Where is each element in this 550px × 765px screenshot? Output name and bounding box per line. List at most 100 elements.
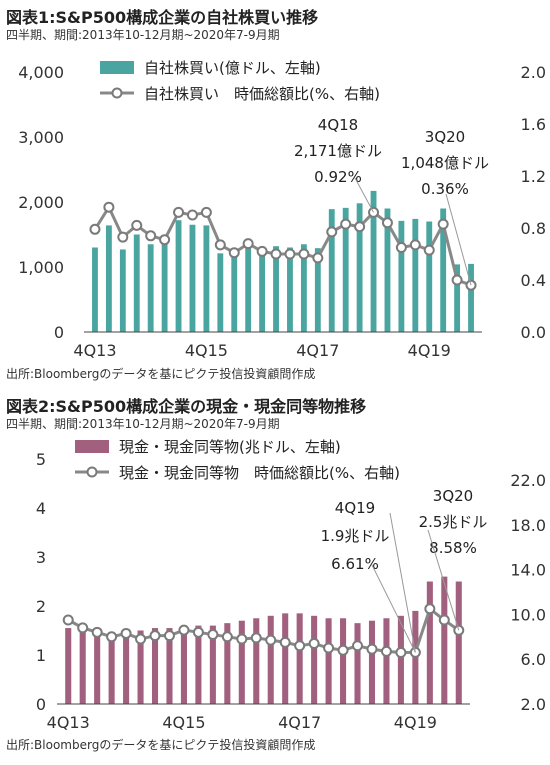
chart1-ratio-point	[159, 234, 171, 246]
chart2-left-tick-label: 5	[36, 450, 46, 469]
chart1-ratio-point	[214, 239, 226, 251]
chart1-x-tick-label: 4Q19	[408, 341, 451, 360]
chart1-bar	[468, 263, 474, 332]
chart2-annotation-leader	[371, 564, 416, 653]
chart2-ratio-point	[221, 631, 233, 643]
chart1-left-tick-label: 2,000	[18, 193, 64, 212]
chart1-annotation-text: 4Q18	[318, 116, 358, 134]
chart2-bar	[224, 623, 231, 704]
chart1-bar	[370, 190, 377, 332]
chart1-ratio-point	[395, 242, 407, 253]
chart1-x-tick-label: 4Q17	[296, 341, 339, 360]
chart1-bar	[300, 244, 307, 332]
chart1-ratio-point	[423, 244, 435, 256]
chart1-ratio-point	[200, 206, 212, 218]
chart1-bar	[133, 234, 140, 332]
chart1-ratio-point	[173, 206, 185, 218]
chart2-bar	[325, 618, 332, 704]
chart1-right-tick-label: 0.8	[521, 219, 546, 238]
chart2-bar	[354, 623, 361, 704]
chart1-bar	[175, 220, 182, 332]
chart1-right-tick-label: 2.0	[521, 63, 546, 82]
chart1-right-tick-label: 1.6	[521, 115, 546, 134]
chart1-bar	[245, 248, 252, 332]
chart2-ratio-point	[120, 627, 132, 639]
chart2-left-tick-label: 2	[36, 597, 46, 616]
chart1-right-tick-label: 0.0	[521, 323, 546, 342]
chart2-annotation-text: 2.5兆ドル	[419, 513, 488, 531]
chart1-subtitle: 四半期、期間:2013年10-12月期~2020年7-9月期	[6, 28, 280, 42]
chart1-bar	[426, 221, 433, 332]
chart1-annotation-text: 0.92%	[314, 168, 362, 186]
chart2-legend-line-label: 現金・現金同等物 時価総額比(%、右軸)	[119, 464, 400, 482]
chart2-ratio-point	[77, 622, 89, 634]
chart2-ratio-point	[236, 633, 248, 645]
chart2-left-tick-label: 1	[36, 646, 46, 665]
chart1-ratio-point	[381, 217, 393, 229]
chart1-bar	[92, 247, 98, 332]
chart1-bar	[287, 247, 293, 332]
chart2-right-tick-label: 2.0	[521, 695, 546, 714]
chart1-ratio-line	[93, 204, 472, 287]
chart2-ratio-point	[294, 640, 306, 652]
chart1-bar	[203, 225, 210, 332]
chart2-ratio-line	[67, 606, 460, 654]
chart1-ratio-point	[270, 248, 282, 260]
chart1-ratio-point	[437, 218, 449, 230]
chart1-ratio-point	[117, 231, 129, 243]
chart1-bar	[161, 237, 168, 332]
chart2-ratio-point	[149, 630, 161, 642]
chart1-bar	[147, 244, 154, 332]
chart2-ratio-point	[178, 624, 190, 636]
chart2-bar	[79, 630, 86, 704]
chart2-left-tick-label: 0	[36, 695, 46, 714]
chart1-annotation-leader	[354, 177, 374, 213]
chart2-annotation-text: 4Q19	[335, 499, 375, 517]
chart2-ratio-point	[106, 631, 118, 643]
chart1-bar	[217, 253, 224, 332]
chart2-x-tick-label: 4Q13	[47, 713, 90, 732]
chart1-legend-bar-swatch	[100, 61, 134, 74]
chart2-legend-line-marker	[86, 466, 98, 478]
chart1-right-tick-label: 0.4	[521, 271, 546, 290]
chart2-bar	[397, 615, 404, 704]
chart1-bar	[328, 209, 335, 332]
chart2-ratio-point	[62, 614, 74, 626]
chart1-left-tick-label: 0	[54, 323, 64, 342]
chart2-bar	[166, 628, 173, 704]
chart2-title: 図表2:S&P500構成企業の現金・現金同等物推移	[6, 397, 367, 416]
chart1-bar	[412, 218, 419, 332]
chart1-annotation-text: 2,171億ドル	[294, 142, 382, 160]
chart2-bar	[426, 581, 433, 704]
chart2-annotation-text: 1.9兆ドル	[321, 527, 390, 545]
chart2-annotation-text: 3Q20	[433, 487, 473, 505]
chart1-bar	[454, 264, 461, 332]
chart1-ratio-point	[284, 248, 296, 260]
chart2-ratio-point	[163, 630, 175, 642]
chart1-ratio-point	[340, 218, 352, 230]
chart1-ratio-point	[186, 209, 198, 221]
chart1-ratio-point	[145, 230, 157, 242]
chart2-right-tick-label: 10.0	[510, 605, 546, 624]
chart1-ratio-point	[409, 239, 421, 251]
chart2-bar	[94, 630, 101, 704]
chart2-right-tick-label: 22.0	[510, 471, 546, 490]
chart1-bar	[259, 250, 266, 332]
chart2-bar	[368, 620, 376, 704]
chart1-bar	[189, 224, 196, 332]
chart2-bar	[267, 615, 274, 704]
chart2-annotation-leader	[389, 512, 416, 653]
chart1-bar	[398, 220, 405, 332]
chart1-buyback-chart: 0 1,000 2,000 3,000 4,000 0.0 0.4 0.8 1.2 1.6 2.0 4…	[18, 59, 546, 360]
chart1-annotation-text: 0.36%	[421, 180, 469, 198]
chart2-ratio-point	[337, 644, 349, 656]
chart1-ratio-point	[228, 247, 240, 259]
chart2-bar	[311, 615, 318, 704]
chart1-bar	[119, 249, 126, 332]
chart1-bar	[440, 208, 447, 332]
chart2-bar	[455, 581, 462, 704]
chart2-ratio-point	[366, 643, 378, 655]
chart2-bar	[383, 618, 390, 704]
chart1-legend-line-label: 自社株買い 時価総額比(%、右軸)	[144, 85, 380, 103]
